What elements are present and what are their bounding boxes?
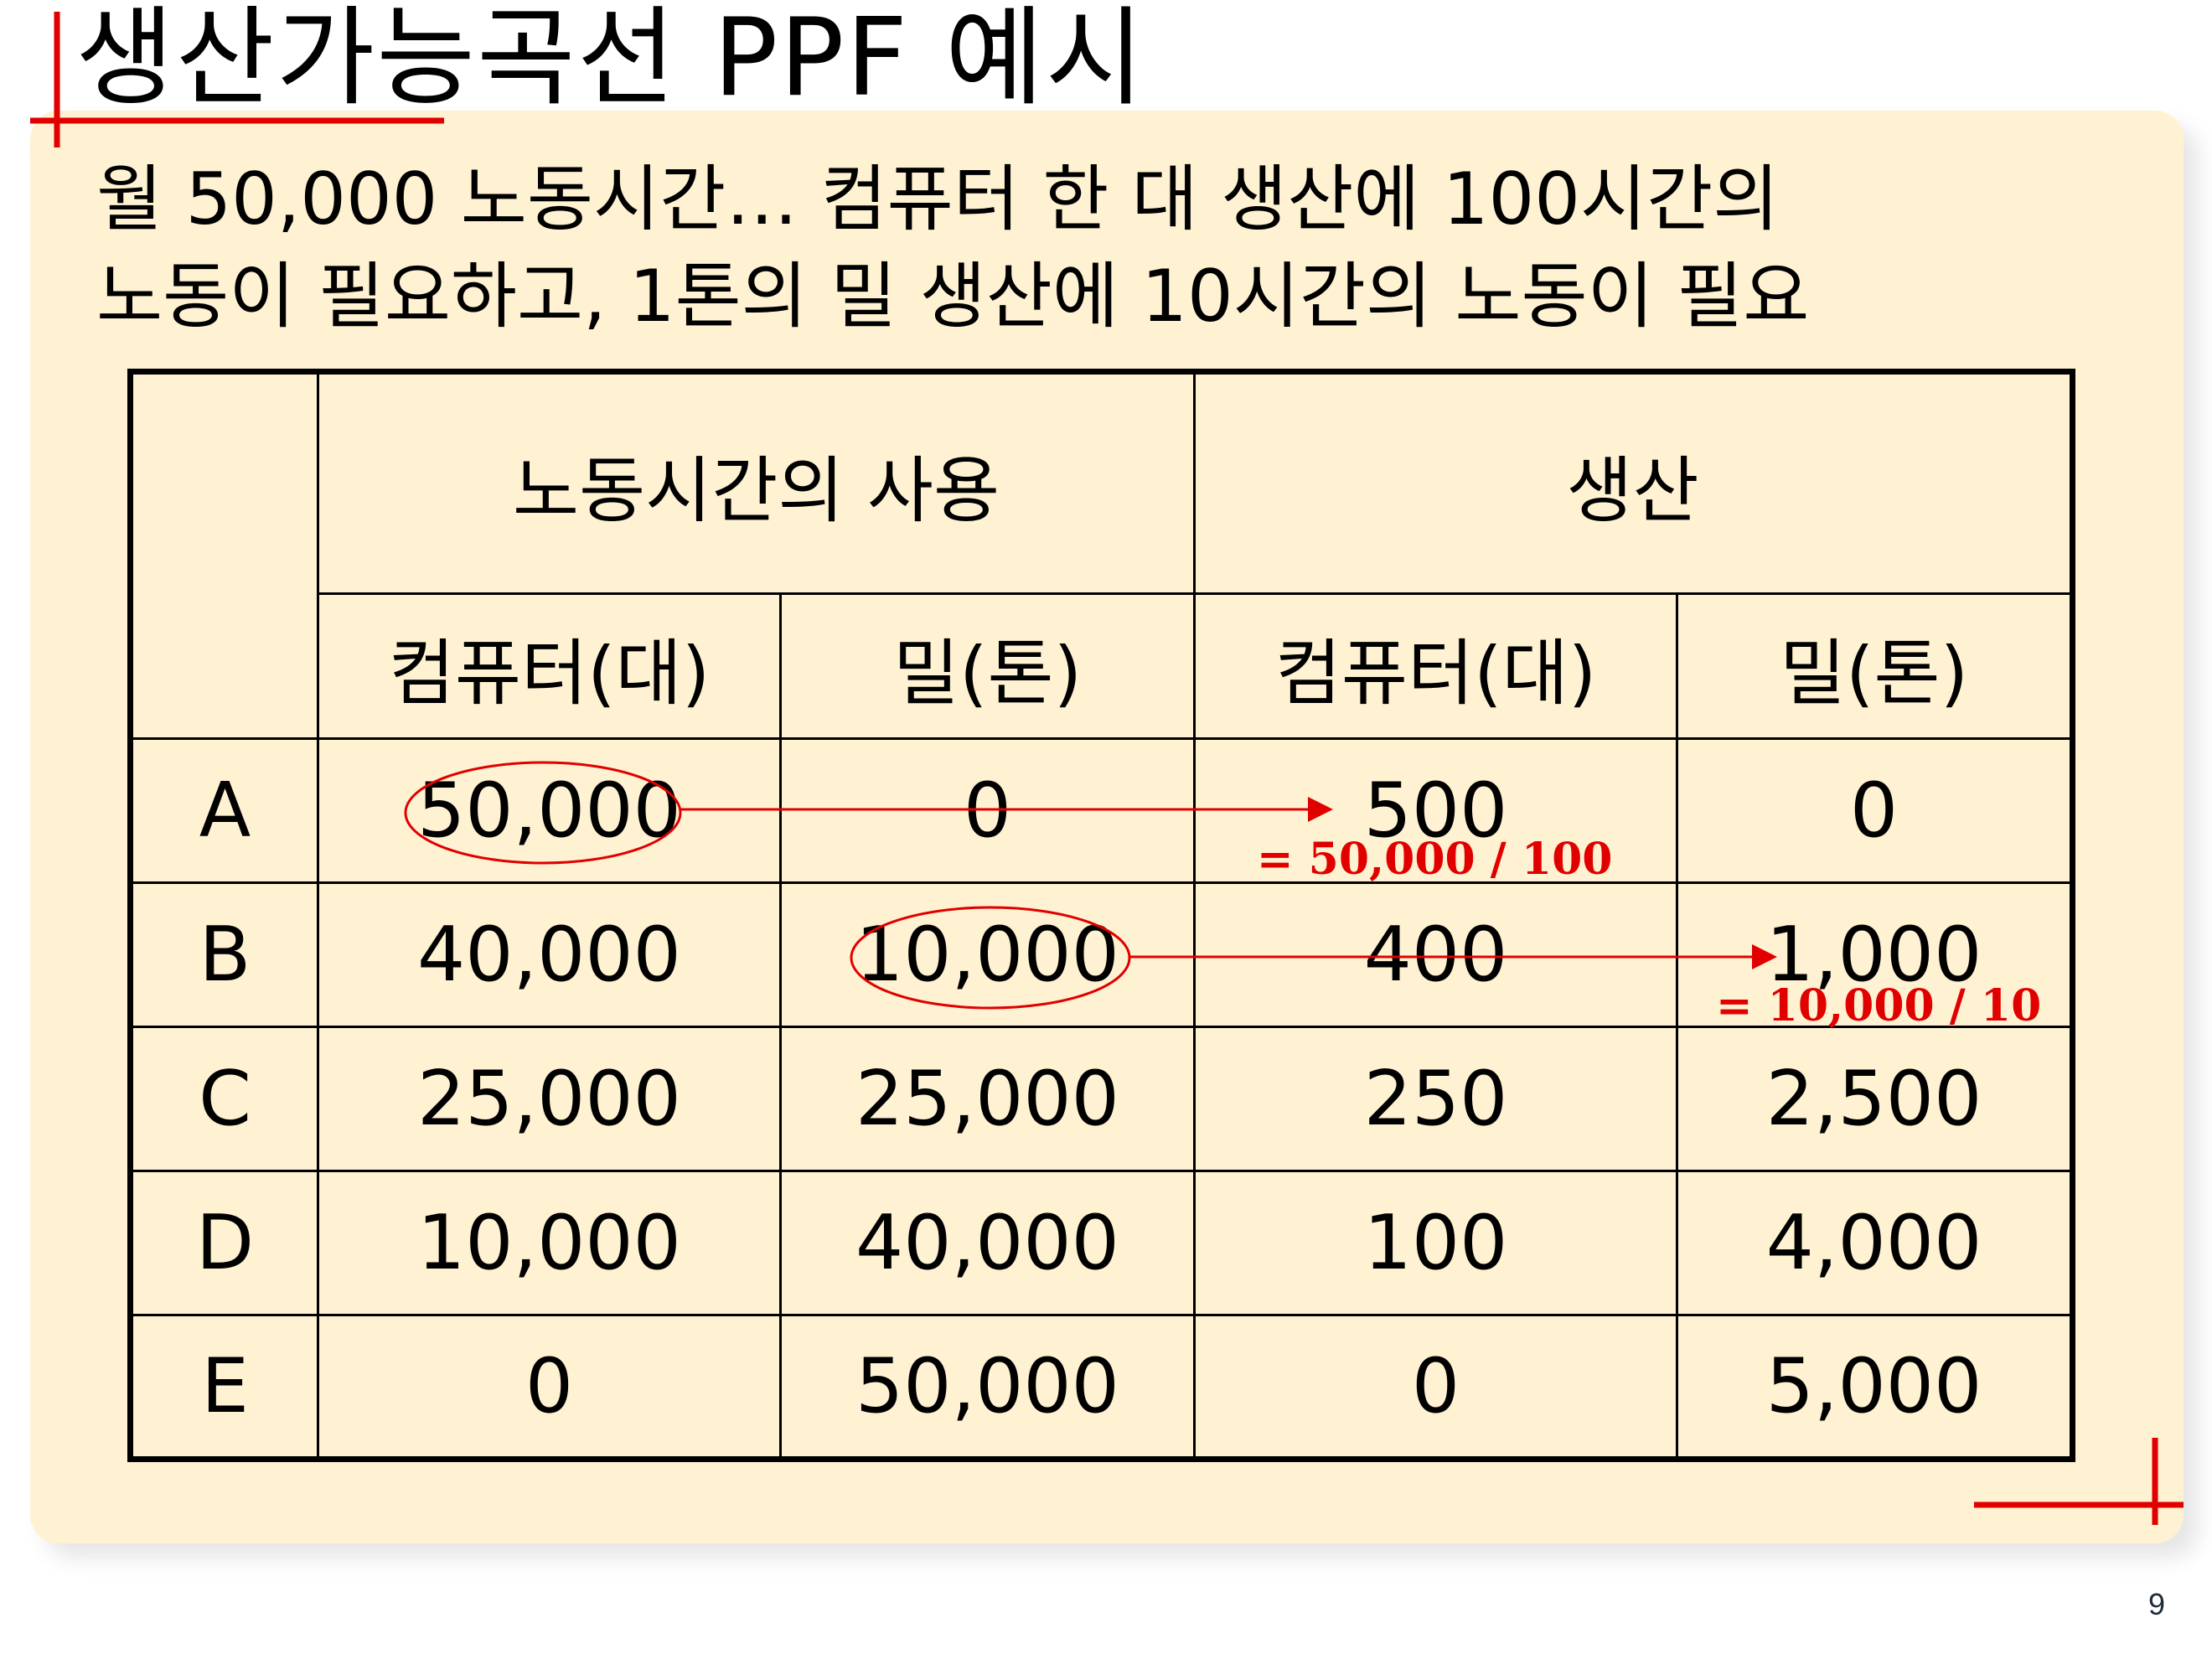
page-number: 9 [2147,1587,2165,1621]
cell-prod-wheat: 4,000 [1676,1170,2074,1316]
table-row: E 0 50,000 0 5,000 [129,1314,2074,1460]
top-left-corner-mark [30,12,444,147]
intro-text: 월 50,000 노동시간… 컴퓨터 한 대 생산에 100시간의 노동이 필요… [96,151,2107,345]
cell-labor-wheat: 10,000 [779,881,1196,1028]
page-title: 생산가능곡선 PPF 예시 [75,0,1146,121]
cell-prod-computer: 0 [1193,1314,1678,1460]
cell-prod-computer: 250 [1193,1026,1678,1172]
cell-labor-wheat: 40,000 [779,1170,1196,1316]
intro-line-2: 노동이 필요하고, 1톤의 밀 생산에 10시간의 노동이 필요 [96,255,1810,339]
cell-prod-computer: 500 [1193,737,1678,884]
table-header-row-2: 컴퓨터(대) 밀(톤) 컴퓨터(대) 밀(톤) [131,592,2074,740]
table-row: D 10,000 40,000 100 4,000 [129,1170,2074,1316]
table-header-row-1: 노동시간의 사용 생산 [129,370,2074,740]
cell-labor-wheat: 25,000 [779,1026,1196,1172]
row-label: A [129,737,319,884]
cell-prod-wheat: 1,000 [1676,881,2074,1028]
header-production: 생산 [1193,370,2074,595]
cell-prod-computer: 100 [1193,1170,1678,1316]
cell-labor-computer: 0 [317,1314,782,1460]
row-label: B [129,881,319,1028]
header-labor-computer: 컴퓨터(대) [317,592,782,740]
highlight-circle-b [850,906,1131,1010]
header-prod-wheat: 밀(톤) [1676,592,2074,740]
header-labor-wheat: 밀(톤) [779,592,1196,740]
highlight-circle-a [404,761,682,865]
row-label: C [129,1026,319,1172]
annotation-note-a: = 50,000 / 100 [1257,834,1613,885]
cell-prod-wheat: 2,500 [1676,1026,2074,1172]
ppf-table: 노동시간의 사용 생산 컴퓨터(대) 밀(톤) 컴퓨터(대) 밀(톤) A 50… [127,369,2075,1462]
cell-labor-computer: 25,000 [317,1026,782,1172]
header-labor-usage: 노동시간의 사용 [317,370,1196,595]
row-label: E [129,1314,319,1460]
table-row: C 25,000 25,000 250 2,500 [129,1026,2074,1172]
cell-labor-computer: 10,000 [317,1170,782,1316]
header-prod-computer: 컴퓨터(대) [1193,592,1678,740]
row-label: D [129,1170,319,1316]
table-row: B 40,000 10,000 400 1,000 [129,881,2074,1028]
cell-labor-wheat: 50,000 [779,1314,1196,1460]
cell-prod-wheat: 5,000 [1676,1314,2074,1460]
cell-labor-computer: 40,000 [317,881,782,1028]
cell-prod-wheat: 0 [1676,737,2074,884]
bottom-right-corner-mark [1974,1438,2184,1525]
annotation-note-b: = 10,000 / 10 [1716,980,2042,1031]
intro-line-1: 월 50,000 노동시간… 컴퓨터 한 대 생산에 100시간의 [96,158,1780,241]
table-corner-cell [129,370,319,740]
cell-prod-computer: 400 [1193,881,1678,1028]
